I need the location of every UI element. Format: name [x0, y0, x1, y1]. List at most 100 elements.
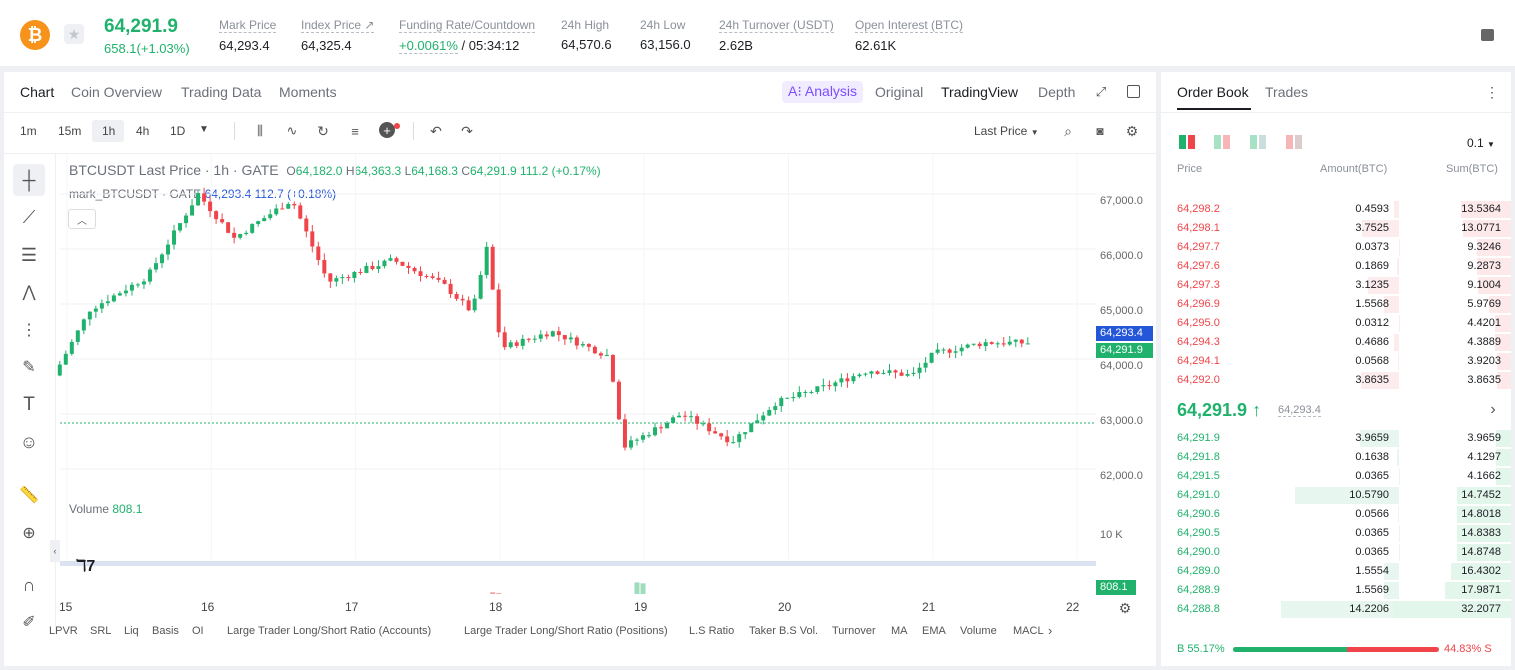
indicator-oi[interactable]: OI: [192, 625, 204, 637]
collapse-legend-icon[interactable]: ︿: [68, 209, 96, 229]
bid-row[interactable]: 64,290.6 0.0566 14.8018: [1161, 505, 1511, 524]
bid-amount: 14.2206: [1349, 603, 1389, 615]
bid-row[interactable]: 64,291.8 0.1638 4.1297: [1161, 448, 1511, 467]
price-type-select[interactable]: Last Price ▼: [974, 124, 1039, 138]
drawing-toolbar: ┼ ⟋ ☰ ⋀ ⋮ ✎ T ☺ 📏 ⊕ ∩ ✐: [4, 154, 56, 634]
ask-row[interactable]: 64,297.6 0.1869 9.2873: [1161, 257, 1511, 276]
volume-legend: Volume 808.1: [69, 502, 143, 516]
ask-row[interactable]: 64,297.3 3.1235 9.1004: [1161, 276, 1511, 295]
indicator-taker-bs-vol[interactable]: Taker B.S Vol.: [749, 625, 819, 637]
indicator-ls-ratio[interactable]: L.S Ratio: [689, 625, 735, 637]
bid-row[interactable]: 64,291.0 10.5790 14.7452: [1161, 486, 1511, 505]
indicator-macd[interactable]: MACL: [1013, 625, 1044, 637]
view-bids-icon[interactable]: [1250, 135, 1266, 149]
timeframe-dropdown-icon[interactable]: ▼: [199, 124, 209, 135]
brush-icon[interactable]: ✎: [22, 359, 36, 376]
favorite-star-icon[interactable]: ★: [64, 24, 84, 44]
indicator-ltlsr-positions[interactable]: Large Trader Long/Short Ratio (Positions…: [464, 625, 668, 637]
add-icon[interactable]: +: [379, 122, 395, 138]
undo-icon[interactable]: ↶: [430, 122, 442, 139]
emoji-icon[interactable]: ☺: [19, 431, 39, 452]
candlestick-chart[interactable]: [56, 154, 1096, 594]
tab-original[interactable]: Original: [875, 84, 924, 100]
ask-row[interactable]: 64,294.1 0.0568 3.9203: [1161, 352, 1511, 371]
horizontal-lines-icon[interactable]: ☰: [20, 244, 38, 265]
bid-sum: 16.4302: [1461, 565, 1501, 577]
tab-analysis[interactable]: A⁝ Analysis: [782, 81, 864, 103]
chevron-right-icon[interactable]: ›: [1490, 401, 1496, 418]
bid-row[interactable]: 64,291.5 0.0365 4.1662: [1161, 467, 1511, 486]
tab-trading-data[interactable]: Trading Data: [181, 84, 262, 100]
timeframe-1d[interactable]: 1D: [170, 124, 186, 138]
ask-row[interactable]: 64,292.0 3.8635 3.8635: [1161, 371, 1511, 390]
timeframe-15m[interactable]: 15m: [58, 124, 82, 138]
refresh-icon[interactable]: ↻: [317, 122, 329, 139]
candle: [538, 334, 543, 339]
timeframe-1m[interactable]: 1m: [20, 124, 37, 138]
fibonacci-icon[interactable]: ⋮: [21, 322, 37, 339]
indicator-ltlsr-accounts[interactable]: Large Trader Long/Short Ratio (Accounts): [227, 625, 432, 637]
indicator-liq[interactable]: Liq: [124, 625, 139, 637]
precision-select[interactable]: 0.1 ▼: [1467, 136, 1495, 150]
view-split-icon[interactable]: [1214, 135, 1230, 149]
bid-row[interactable]: 64,290.5 0.0365 14.8383: [1161, 524, 1511, 543]
timeframe-4h[interactable]: 4h: [136, 124, 150, 138]
ruler-icon[interactable]: 📏: [19, 487, 39, 504]
more-options-icon[interactable]: ⋮: [1485, 83, 1499, 100]
magnet-icon[interactable]: ∩: [22, 574, 36, 595]
bid-row[interactable]: 64,290.0 0.0365 14.8748: [1161, 543, 1511, 562]
tab-tradingview[interactable]: TradingView: [941, 84, 1019, 100]
ask-row[interactable]: 64,294.3 0.4686 4.3889: [1161, 333, 1511, 352]
bid-row[interactable]: 64,289.0 1.5554 16.4302: [1161, 562, 1511, 581]
indicator-basis[interactable]: Basis: [152, 625, 179, 637]
lock-pencil-icon[interactable]: ✐: [22, 614, 36, 631]
search-icon[interactable]: ⌕: [1064, 122, 1072, 139]
indicator-srl[interactable]: SRL: [90, 625, 112, 637]
bid-sum: 14.8018: [1461, 508, 1501, 520]
view-both-icon[interactable]: [1179, 135, 1195, 149]
timeframe-1h[interactable]: 1h: [102, 124, 116, 138]
tab-coin-overview[interactable]: Coin Overview: [71, 84, 163, 100]
indicator-volume[interactable]: Volume: [960, 625, 997, 637]
depth-bar: [1393, 601, 1511, 618]
indicators-icon[interactable]: ∿: [286, 123, 298, 138]
ask-row[interactable]: 64,298.1 3.7525 13.0771: [1161, 219, 1511, 238]
ask-row[interactable]: 64,297.7 0.0373 9.3246: [1161, 238, 1511, 257]
template-icon[interactable]: ≡: [351, 123, 359, 139]
crosshair-icon[interactable]: ┼: [13, 164, 45, 196]
bid-row[interactable]: 64,288.8 14.2206 32.2077: [1161, 600, 1511, 619]
ask-row[interactable]: 64,296.9 1.5568 5.9769: [1161, 295, 1511, 314]
redo-icon[interactable]: ↷: [461, 122, 473, 139]
axis-settings-icon[interactable]: ⚙: [1118, 599, 1132, 616]
collapse-toolbar-icon[interactable]: ‹: [50, 540, 60, 562]
fullscreen-icon[interactable]: ⤢: [1095, 84, 1107, 99]
ask-row[interactable]: 64,298.2 0.4593 13.5364: [1161, 200, 1511, 219]
tab-moments[interactable]: Moments: [279, 84, 337, 100]
bids-list: 64,291.9 3.9659 3.9659 64,291.8 0.1638 4.1297…: [1161, 429, 1511, 619]
indicator-ema[interactable]: EMA: [922, 625, 946, 637]
tab-depth[interactable]: Depth: [1038, 84, 1076, 100]
zoom-in-icon[interactable]: ⊕: [22, 525, 36, 542]
indicator-scroll-right-icon[interactable]: ›: [1048, 623, 1053, 638]
candle: [977, 343, 982, 347]
bid-row[interactable]: 64,288.9 1.5569 17.9871: [1161, 581, 1511, 600]
window-icon[interactable]: [1127, 85, 1140, 98]
settings-gear-icon[interactable]: ⚙: [1125, 122, 1139, 139]
indicator-ma[interactable]: MA: [891, 625, 908, 637]
trendline-icon[interactable]: ⟋: [22, 206, 36, 227]
indicator-turnover[interactable]: Turnover: [832, 625, 876, 637]
text-tool-icon[interactable]: T: [23, 394, 35, 415]
ask-row[interactable]: 64,295.0 0.0312 4.4201: [1161, 314, 1511, 333]
candle-type-icon[interactable]: ⫼: [257, 123, 263, 138]
stat-index-price[interactable]: Index Price ↗ 64,325.4: [301, 18, 375, 53]
view-asks-icon[interactable]: [1286, 135, 1302, 149]
amount-bar: [1394, 334, 1399, 351]
pattern-icon[interactable]: ⋀: [22, 284, 36, 301]
tab-chart[interactable]: Chart: [20, 84, 55, 100]
bid-row[interactable]: 64,291.9 3.9659 3.9659: [1161, 429, 1511, 448]
book-icon[interactable]: [1481, 29, 1494, 41]
indicator-lpvr[interactable]: LPVR: [49, 625, 78, 637]
tab-trades[interactable]: Trades: [1265, 84, 1309, 100]
camera-icon[interactable]: ◙: [1096, 124, 1104, 138]
tab-order-book[interactable]: Order Book: [1177, 84, 1249, 100]
